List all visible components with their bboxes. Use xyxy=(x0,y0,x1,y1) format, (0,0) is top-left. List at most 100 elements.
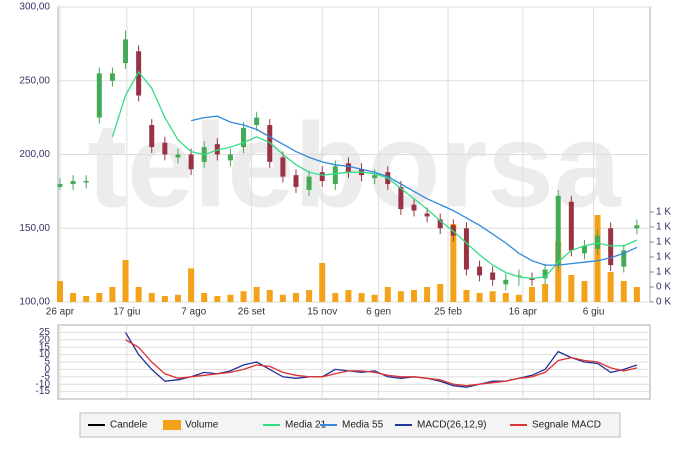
legend-swatch[interactable] xyxy=(163,420,181,430)
candle-body xyxy=(490,272,496,280)
legend-label[interactable]: Segnale MACD xyxy=(532,420,601,431)
y-tick-label: 5 xyxy=(44,357,50,368)
volume-bar xyxy=(358,293,365,302)
volume-bar xyxy=(384,287,391,302)
legend-label[interactable]: MACD(26,12,9) xyxy=(417,420,486,431)
volume-bar xyxy=(227,294,234,302)
volume-bar xyxy=(633,287,640,302)
volume-bar xyxy=(345,290,352,302)
candle-body xyxy=(542,269,548,279)
y2-tick-label: 0 K xyxy=(656,282,671,293)
volume-bar xyxy=(489,291,496,302)
volume-bar xyxy=(188,268,195,302)
legend-label[interactable]: Media 21 xyxy=(285,420,327,431)
candle-body xyxy=(503,279,509,285)
x-tick-label: 7 ago xyxy=(181,307,206,318)
volume-bar xyxy=(581,281,588,302)
moving-average-line xyxy=(190,115,638,266)
candle-body xyxy=(149,125,155,148)
candle-body xyxy=(345,163,351,173)
volume-bar xyxy=(161,296,168,302)
candle-body xyxy=(57,184,63,187)
candle-body xyxy=(581,245,587,254)
candle-body xyxy=(70,181,76,184)
candle-body xyxy=(332,166,338,184)
y-tick-label: 10 xyxy=(39,349,51,360)
volume-bar xyxy=(607,272,614,302)
volume-bar xyxy=(594,215,601,302)
y-tick-label: 0 xyxy=(44,364,50,375)
volume-bar xyxy=(424,287,431,302)
volume-bar xyxy=(148,293,155,302)
volume-bar xyxy=(83,296,90,302)
y-tick-label: 200,00 xyxy=(19,149,50,160)
volume-bar xyxy=(410,290,417,302)
candle-body xyxy=(227,154,233,161)
volume-bar xyxy=(371,294,378,302)
candle-body xyxy=(477,266,483,276)
volume-bar xyxy=(437,284,444,302)
y2-tick-label: 1 K xyxy=(656,222,671,233)
volume-bar xyxy=(476,293,483,302)
candle-body xyxy=(372,175,378,179)
y-tick-label: 25 xyxy=(39,327,51,338)
y-tick-label: -15 xyxy=(36,386,51,397)
candle-body xyxy=(608,228,614,266)
volume-bar xyxy=(463,290,470,302)
y-tick-label: 20 xyxy=(39,334,51,345)
candle-body xyxy=(136,51,142,96)
volume-bar xyxy=(279,294,286,302)
x-tick-label: 17 giu xyxy=(113,307,140,318)
volume-bar xyxy=(397,291,404,302)
y-tick-label: -5 xyxy=(41,371,50,382)
y-tick-label: -10 xyxy=(36,379,51,390)
candle-body xyxy=(214,144,220,155)
candle-body xyxy=(621,250,627,267)
volume-bar xyxy=(620,281,627,302)
y2-tick-label: 1 K xyxy=(656,237,671,248)
legend-label[interactable]: Volume xyxy=(185,420,219,431)
x-tick-label: 16 apr xyxy=(509,307,538,318)
volume-bar xyxy=(122,260,129,302)
volume-bar xyxy=(306,290,313,302)
candle-body xyxy=(516,275,522,277)
candle-body xyxy=(568,201,574,251)
candle-body xyxy=(424,213,430,217)
candle-body xyxy=(123,39,129,64)
candle-body xyxy=(555,195,561,266)
volume-bar xyxy=(568,275,575,302)
volume-bar xyxy=(135,287,142,302)
macd-line xyxy=(125,339,638,387)
volume-bar xyxy=(555,242,562,302)
volume-bar xyxy=(450,224,457,302)
candle-body xyxy=(83,181,89,183)
y-tick-label: 15 xyxy=(39,342,51,353)
volume-bar xyxy=(319,263,326,302)
y-tick-label: 300,00 xyxy=(19,2,50,13)
y2-tick-label: 1 K xyxy=(656,267,671,278)
candle-body xyxy=(411,204,417,211)
volume-bar xyxy=(266,290,273,302)
candle-body xyxy=(595,235,601,249)
candle-body xyxy=(175,154,181,158)
volume-bar xyxy=(109,287,116,302)
x-tick-label: 25 feb xyxy=(434,307,462,318)
volume-bar xyxy=(332,293,339,302)
candle-body xyxy=(96,73,102,118)
y2-tick-label: 1 K xyxy=(656,252,671,263)
x-tick-label: 26 apr xyxy=(46,307,75,318)
candle-body xyxy=(319,172,325,182)
x-tick-label: 6 gen xyxy=(366,307,391,318)
legend-label[interactable]: Candele xyxy=(110,420,148,431)
watermark: teleborsa xyxy=(87,99,622,233)
x-tick-label: 6 giu xyxy=(583,307,605,318)
volume-bar xyxy=(240,291,247,302)
y2-tick-label: 0 K xyxy=(656,297,671,308)
legend-label[interactable]: Media 55 xyxy=(342,420,384,431)
volume-bar xyxy=(542,284,549,302)
y-tick-label: 150,00 xyxy=(19,223,50,234)
candle-body xyxy=(280,157,286,177)
candle-body xyxy=(634,225,640,229)
candle-body xyxy=(398,186,404,210)
